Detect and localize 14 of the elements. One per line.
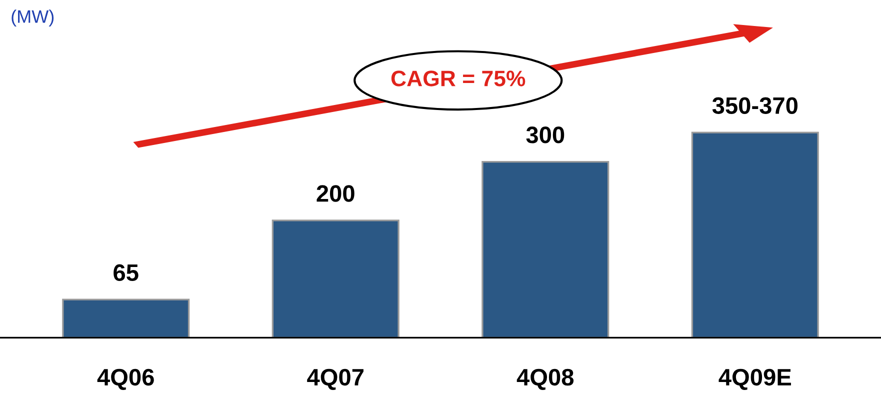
data-label: 350-370 xyxy=(712,97,798,114)
text: (MW) xyxy=(12,10,54,26)
x-tick-label: 4Q06 xyxy=(97,368,154,390)
bar xyxy=(691,132,819,338)
data-label: 200 xyxy=(316,185,354,202)
bar xyxy=(482,160,610,338)
bar xyxy=(62,298,190,338)
bar xyxy=(272,220,400,338)
data-label: 300 xyxy=(526,126,564,144)
x-tick-label: 4Q08 xyxy=(516,368,574,390)
data-label: 65 xyxy=(114,264,138,282)
x-tick-label: 4Q09E xyxy=(718,368,791,390)
text: CAGR = 75% xyxy=(391,70,526,86)
x-tick-label: 4Q07 xyxy=(307,368,364,390)
